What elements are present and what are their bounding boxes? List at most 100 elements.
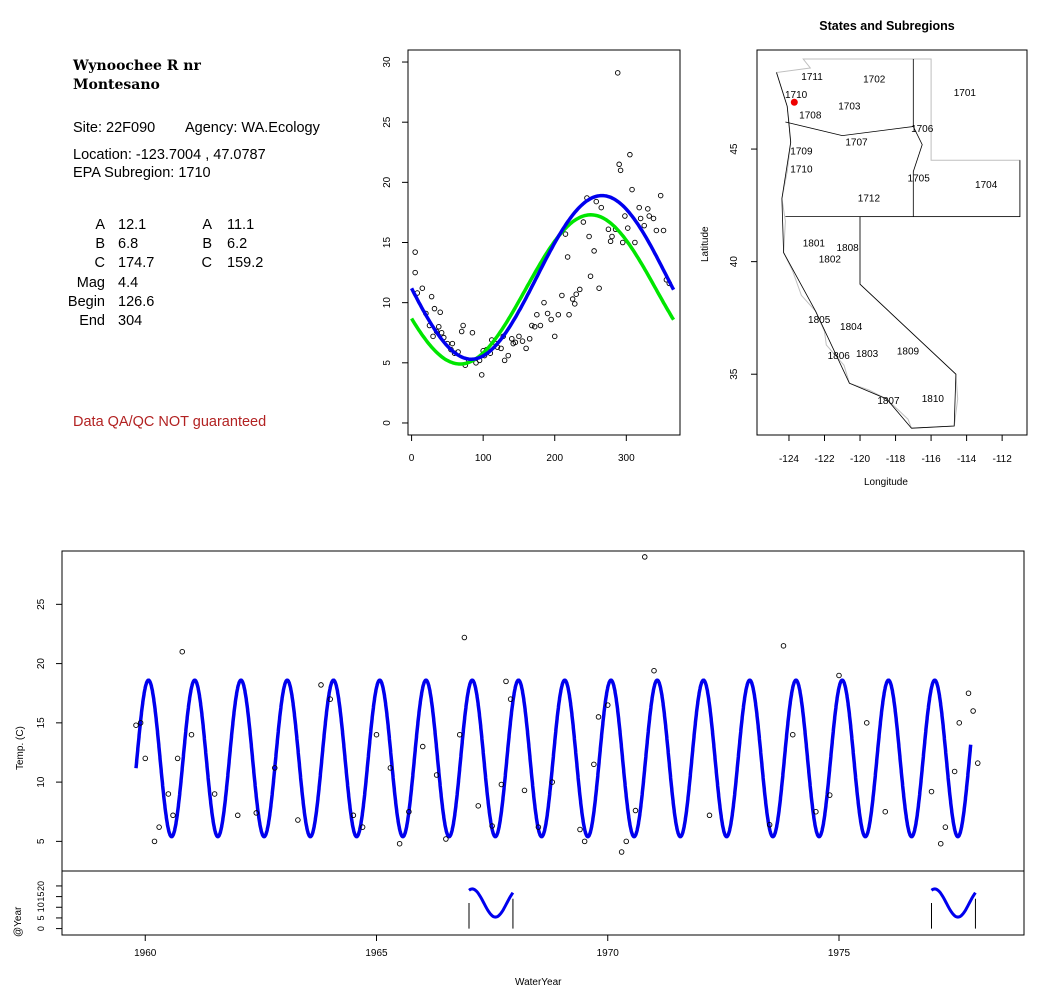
param-value-2: 11.1 [227, 217, 255, 233]
map-x-tick-label: -114 [957, 454, 977, 465]
doy-y-tick-label: 0 [382, 420, 393, 426]
param-label-2: B [202, 236, 212, 252]
map-xlabel: Longitude [864, 477, 908, 488]
map-region-label: 1712 [858, 194, 881, 205]
map-region-label: 1805 [808, 315, 831, 326]
time-point [651, 667, 657, 674]
time-point [507, 696, 514, 702]
doy-point [593, 198, 600, 205]
time-point [350, 812, 357, 819]
map-state-boundary [859, 216, 957, 429]
doy-y-tick-label: 20 [382, 176, 393, 188]
param-label-2: A [202, 217, 212, 233]
doy-point [637, 215, 644, 222]
doy-point [641, 222, 647, 229]
year-strip-y-tick-label: 0 [36, 926, 46, 931]
time-point [359, 824, 366, 830]
doy-point [645, 206, 651, 212]
time-point [827, 792, 833, 798]
doy-point [412, 249, 418, 255]
doy-point [431, 305, 438, 312]
doy-point [419, 285, 426, 291]
map-region-label: 1810 [922, 394, 945, 405]
doy-point [569, 296, 576, 302]
param-value: 6.8 [118, 236, 139, 252]
map-x-tick-label: -122 [814, 454, 834, 465]
time-point [938, 840, 944, 847]
doy-point [629, 186, 635, 193]
doy-point [573, 291, 579, 297]
time-point [156, 824, 162, 830]
time-point [591, 761, 597, 768]
doy-point [531, 323, 538, 330]
map-site-marker [790, 98, 798, 106]
doy-point [460, 322, 466, 329]
doy-fit-green [410, 213, 676, 366]
time-y-tick-label: 20 [36, 658, 47, 670]
doy-point [478, 372, 485, 378]
time-point [151, 838, 158, 845]
map-region-label: 1809 [897, 347, 920, 358]
doy-point [650, 215, 657, 222]
time-point [780, 643, 787, 649]
time-point [503, 678, 509, 685]
time-point [577, 826, 583, 833]
time-xlabel: WaterYear [515, 977, 562, 988]
time-point [632, 807, 639, 814]
time-point [498, 781, 505, 788]
time-point [165, 791, 172, 797]
qa-disclaimer: Data QA/QC NOT guaranteed [73, 414, 267, 430]
year-strip-curve [930, 887, 977, 919]
doy-point [577, 286, 583, 293]
time-y-tick-label: 25 [36, 598, 47, 610]
map-region-label: 1710 [790, 164, 813, 175]
year-strip-ylabel: @Year [13, 906, 24, 937]
map-state-boundary [912, 126, 923, 217]
doy-point [622, 213, 628, 219]
site-title-line2: Montesano [73, 77, 160, 93]
map-ylabel: Latitude [700, 226, 711, 262]
time-point [179, 648, 185, 655]
doy-point [534, 311, 540, 318]
map-region-label: 1710 [785, 90, 808, 101]
time-point [396, 840, 403, 847]
time-point [406, 808, 412, 815]
doy-point [572, 301, 578, 307]
map-region-label: 1711 [801, 72, 823, 83]
time-point [595, 714, 602, 720]
param-value-2: 159.2 [227, 255, 264, 271]
time-point [489, 823, 495, 829]
param-label: Mag [76, 275, 105, 291]
time-point [942, 824, 949, 830]
map-region-label: 1701 [954, 88, 977, 99]
time-point [928, 788, 935, 795]
time-point [605, 702, 611, 708]
doy-point [438, 329, 445, 336]
time-point [188, 731, 195, 738]
doy-point [587, 273, 594, 279]
doy-y-tick-label: 25 [382, 116, 393, 128]
param-label: End [79, 313, 105, 329]
doy-point [430, 333, 436, 340]
location: Location: -123.7004 , 47.0787 [73, 147, 266, 163]
time-ylabel: Temp. (C) [15, 726, 26, 770]
doy-x-tick-label: 100 [475, 453, 492, 464]
doy-point [624, 225, 631, 231]
map-state-boundary [785, 160, 1021, 217]
doy-point [544, 310, 551, 317]
time-point [327, 696, 334, 702]
time-point [373, 731, 380, 738]
doy-fit-blue [410, 193, 676, 361]
time-point [836, 672, 842, 679]
site-title: Wynoochee R nr Montesano [73, 57, 201, 95]
doy-point [627, 151, 633, 158]
doy-point [555, 311, 562, 318]
map-region-label: 1803 [856, 349, 879, 360]
map-x-tick-label: -124 [779, 454, 799, 465]
doy-point [526, 336, 533, 342]
time-point [475, 803, 482, 809]
doy-point [412, 269, 418, 276]
time-point [864, 720, 870, 726]
map-region-label: 1708 [799, 110, 822, 121]
time-y-tick-label: 5 [36, 838, 47, 844]
